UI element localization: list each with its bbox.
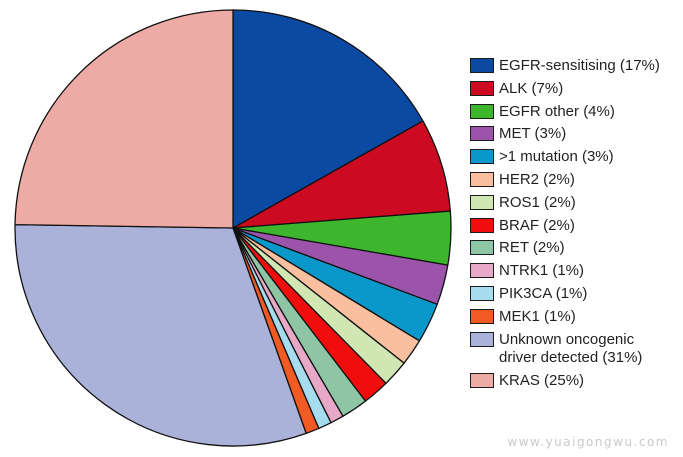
legend-label: EGFR-sensitising (17%) — [499, 57, 660, 74]
legend-label: ALK (7%) — [499, 79, 564, 97]
legend-item: PIK3CA (1%) — [470, 285, 680, 308]
pie-slice-13 — [14, 9, 234, 229]
legend-item: NTRK1 (1%) — [470, 262, 680, 285]
legend-item: ROS1 (2%) — [470, 194, 680, 217]
legend-item: ALK (7%) — [470, 80, 680, 103]
legend-swatch — [470, 331, 494, 347]
legend-label: ROS1 (2%) — [499, 193, 576, 211]
pie-slice-0 — [232, 9, 424, 229]
legend-swatch — [470, 285, 494, 301]
legend-label: RET (2%) — [499, 239, 565, 257]
legend-swatch — [470, 126, 494, 142]
legend-swatch — [470, 217, 494, 233]
chart-legend: EGFR-sensitising (17%) ALK (7%) EGFR other… — [470, 57, 680, 394]
pie-slice-12 — [14, 223, 307, 447]
legend-label: >1 mutation (3%) — [499, 148, 614, 166]
legend-swatch — [470, 58, 494, 73]
legend-swatch — [470, 308, 494, 324]
legend-swatch — [470, 263, 494, 279]
watermark-text: www.yuaigongwu.com — [507, 435, 669, 449]
legend-item: KRAS (25%) — [470, 372, 680, 395]
legend-swatch — [470, 372, 494, 388]
legend-label: KRAS (25%) — [499, 371, 585, 389]
legend-item: EGFR other (4%) — [470, 103, 680, 126]
legend-item: Unknown oncogenic driver detected (31%) — [470, 331, 680, 372]
legend-swatch — [470, 240, 494, 256]
legend-label: NTRK1 (1%) — [499, 262, 585, 280]
legend-item: HER2 (2%) — [470, 171, 680, 194]
legend-item: RET (2%) — [470, 239, 680, 262]
legend-label: MET (3%) — [499, 125, 567, 143]
legend-item: BRAF (2%) — [470, 217, 680, 240]
legend-swatch — [470, 194, 494, 210]
legend-label: HER2 (2%) — [499, 170, 575, 188]
legend-item: MEK1 (1%) — [470, 308, 680, 331]
legend-label: BRAF (2%) — [499, 216, 575, 234]
legend-label: PIK3CA (1%) — [499, 284, 588, 302]
legend-item: EGFR-sensitising (17%) — [470, 57, 680, 80]
legend-item: >1 mutation (3%) — [470, 148, 680, 171]
legend-item: MET (3%) — [470, 125, 680, 148]
legend-swatch — [470, 171, 494, 187]
legend-swatch — [470, 80, 494, 96]
legend-label: Unknown oncogenic driver detected (31%) — [499, 330, 643, 366]
legend-swatch — [470, 103, 494, 119]
legend-label: EGFR other (4%) — [499, 102, 615, 120]
legend-label: MEK1 (1%) — [499, 307, 576, 325]
legend-swatch — [470, 149, 494, 165]
